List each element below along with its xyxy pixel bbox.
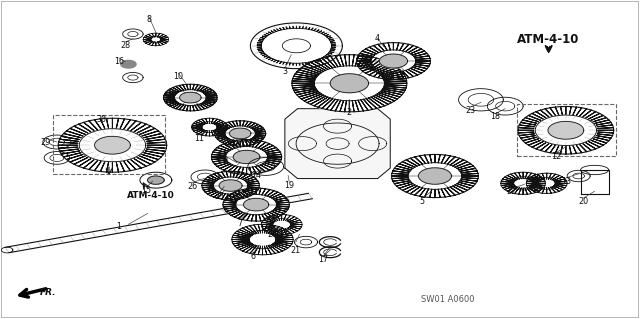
Polygon shape xyxy=(419,168,451,184)
Text: 8: 8 xyxy=(147,15,151,24)
Polygon shape xyxy=(518,107,614,154)
Text: 17: 17 xyxy=(318,255,328,264)
Text: 25: 25 xyxy=(214,192,224,202)
Polygon shape xyxy=(500,172,545,195)
Polygon shape xyxy=(123,72,143,83)
Text: 16: 16 xyxy=(114,57,124,66)
Polygon shape xyxy=(211,139,282,174)
Polygon shape xyxy=(143,33,169,46)
Polygon shape xyxy=(356,43,431,79)
Text: 10: 10 xyxy=(173,72,183,81)
Polygon shape xyxy=(148,176,164,184)
Polygon shape xyxy=(356,43,431,79)
Text: 15: 15 xyxy=(141,186,152,195)
Text: ATM-4-10: ATM-4-10 xyxy=(517,33,580,46)
Polygon shape xyxy=(164,84,217,111)
Polygon shape xyxy=(121,60,136,68)
Text: SW01 A0600: SW01 A0600 xyxy=(421,295,474,304)
Text: 7: 7 xyxy=(237,219,243,227)
Polygon shape xyxy=(526,173,567,194)
Polygon shape xyxy=(140,172,172,188)
Polygon shape xyxy=(294,236,317,248)
Polygon shape xyxy=(223,188,289,221)
Text: 2: 2 xyxy=(347,108,352,117)
Text: 3: 3 xyxy=(282,67,287,76)
Text: 24: 24 xyxy=(225,140,236,149)
Polygon shape xyxy=(123,29,143,39)
Polygon shape xyxy=(214,121,266,146)
Text: 18: 18 xyxy=(491,112,500,121)
Polygon shape xyxy=(233,150,260,164)
Text: 23: 23 xyxy=(465,106,475,115)
Polygon shape xyxy=(219,180,242,191)
Text: 29: 29 xyxy=(40,137,51,146)
Polygon shape xyxy=(567,170,590,182)
Text: 5: 5 xyxy=(420,197,425,206)
Polygon shape xyxy=(95,136,131,154)
Polygon shape xyxy=(191,170,219,184)
Polygon shape xyxy=(44,152,70,164)
Text: 9: 9 xyxy=(223,156,228,165)
Polygon shape xyxy=(292,55,407,112)
Polygon shape xyxy=(232,224,293,255)
Text: 13: 13 xyxy=(561,177,571,186)
Text: 4: 4 xyxy=(375,34,380,43)
Text: 26: 26 xyxy=(188,182,197,191)
Text: 12: 12 xyxy=(551,152,561,161)
Text: 28: 28 xyxy=(120,41,131,50)
Polygon shape xyxy=(191,118,227,136)
Text: ATM-4-10: ATM-4-10 xyxy=(127,190,175,200)
Polygon shape xyxy=(250,23,342,69)
Polygon shape xyxy=(330,74,369,93)
Text: FR.: FR. xyxy=(40,288,57,297)
Text: 19: 19 xyxy=(284,181,294,190)
Polygon shape xyxy=(180,92,201,103)
Polygon shape xyxy=(257,26,336,65)
Polygon shape xyxy=(487,97,523,115)
Text: 1: 1 xyxy=(116,222,122,231)
Polygon shape xyxy=(580,170,609,194)
Polygon shape xyxy=(58,118,167,172)
Polygon shape xyxy=(43,135,71,149)
Polygon shape xyxy=(392,154,478,197)
Polygon shape xyxy=(214,121,266,146)
Text: 21: 21 xyxy=(291,246,301,255)
Polygon shape xyxy=(202,171,259,200)
Text: 30: 30 xyxy=(97,115,107,124)
Polygon shape xyxy=(459,89,503,111)
Polygon shape xyxy=(230,128,251,139)
Polygon shape xyxy=(5,193,312,253)
Polygon shape xyxy=(202,171,259,200)
Polygon shape xyxy=(223,188,289,221)
Text: 20: 20 xyxy=(578,197,588,206)
Polygon shape xyxy=(244,198,269,211)
Polygon shape xyxy=(285,109,390,179)
Polygon shape xyxy=(211,139,282,174)
Polygon shape xyxy=(248,158,284,175)
Polygon shape xyxy=(261,214,302,235)
Text: 11: 11 xyxy=(194,134,204,143)
Text: 22: 22 xyxy=(506,187,516,197)
Text: 6: 6 xyxy=(250,252,255,261)
Polygon shape xyxy=(380,54,408,68)
Polygon shape xyxy=(392,154,478,197)
Polygon shape xyxy=(548,122,584,139)
Polygon shape xyxy=(164,84,217,111)
Text: 27: 27 xyxy=(267,230,277,239)
Polygon shape xyxy=(292,55,407,112)
Text: 14: 14 xyxy=(251,171,261,180)
